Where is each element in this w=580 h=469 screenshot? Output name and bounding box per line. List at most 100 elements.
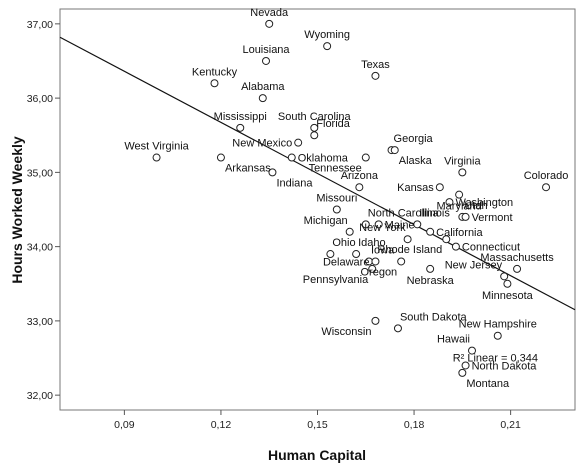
data-point — [326, 250, 335, 259]
point-label: Arizona — [341, 170, 379, 182]
data-point — [513, 264, 522, 273]
point-label: Michigan — [304, 215, 348, 227]
point-label: Pennsylvania — [303, 274, 369, 286]
point-label: Wisconsin — [321, 326, 371, 338]
point-label: Georgia — [394, 133, 434, 145]
y-tick-label: 33,00 — [27, 316, 53, 328]
point-label: New York — [359, 222, 406, 234]
data-point — [461, 361, 470, 370]
point-label: Tennessee — [309, 163, 362, 175]
r-squared-label: R² Linear = 0,344 — [453, 353, 538, 365]
point-label: South Carolina — [278, 111, 352, 123]
plot-area — [59, 8, 576, 411]
data-point — [345, 227, 354, 236]
data-point — [468, 346, 476, 355]
point-label: Iowa — [371, 244, 395, 256]
data-point — [493, 331, 502, 340]
regression-line — [59, 36, 576, 311]
point-label: Alabama — [241, 81, 285, 93]
x-tick-label: 0,18 — [404, 419, 425, 431]
data-point — [445, 198, 454, 207]
point-label: Alaska — [399, 155, 433, 167]
point-label: California — [436, 227, 483, 239]
y-axis-ticks: 32,00 33,00 34,00 35,00 36,00 37,00 — [27, 19, 60, 402]
point-label: Virginia — [444, 155, 481, 167]
point-label: New Mexico — [232, 138, 292, 150]
point-label: West Virginia — [124, 141, 189, 153]
point-label: New Hampshire — [459, 319, 537, 331]
data-point — [393, 324, 402, 333]
point-label: Mississippi — [214, 111, 267, 123]
data-point — [152, 153, 161, 162]
data-point — [361, 153, 370, 162]
data-point — [310, 131, 319, 140]
point-label: Oregon — [360, 266, 397, 278]
data-point — [361, 220, 370, 229]
data-point — [500, 272, 509, 281]
point-label: Illinois — [419, 207, 450, 219]
data-point — [258, 94, 267, 103]
data-point — [371, 71, 380, 80]
point-label: Louisiana — [242, 44, 290, 56]
point-label: Indiana — [276, 177, 313, 189]
y-tick-label: 37,00 — [27, 19, 53, 31]
y-axis-title: Hours Worked Weekly — [9, 136, 25, 284]
y-tick-label: 36,00 — [27, 93, 53, 105]
point-label: New Jersey — [445, 259, 503, 271]
data-point — [210, 79, 219, 88]
point-label: Ohio — [332, 237, 355, 249]
data-point — [323, 42, 332, 51]
data-point — [236, 123, 245, 132]
data-point — [371, 316, 380, 325]
point-label: Rhode Island — [377, 244, 442, 256]
point-label: Oklahoma — [298, 153, 349, 165]
data-point — [262, 56, 270, 65]
data-point — [355, 183, 364, 192]
x-tick-label: 0,12 — [211, 419, 232, 431]
data-point — [265, 19, 274, 28]
data-point — [371, 257, 380, 266]
point-label: Kansas — [397, 182, 434, 194]
point-label: North Dakota — [472, 360, 538, 372]
point-label: Maryland — [437, 201, 482, 213]
data-point — [435, 183, 444, 192]
data-point — [413, 220, 422, 229]
data-point — [268, 168, 277, 177]
point-label: Vermont — [472, 212, 513, 224]
x-axis-title: Human Capital — [268, 447, 366, 463]
point-label: Idaho — [358, 237, 386, 249]
point-label: Delaware — [323, 256, 369, 268]
data-point — [332, 205, 341, 214]
y-tick-label: 35,00 — [27, 167, 53, 179]
point-label: Minnesota — [482, 290, 534, 302]
point-label: Wyoming — [304, 29, 350, 41]
data-point — [542, 183, 551, 192]
point-label: Texas — [361, 59, 390, 71]
data-point — [216, 153, 225, 162]
point-label: Massachusetts — [480, 252, 554, 264]
data-point — [374, 220, 383, 229]
data-point — [442, 235, 451, 244]
data-points — [152, 19, 551, 377]
point-label: North Carolina — [368, 207, 440, 219]
point-labels: Nevada Wyoming Louisiana Texas KentuckyAlaba… — [124, 7, 568, 390]
point-label: Maine — [385, 219, 415, 231]
point-label: Nevada — [250, 7, 289, 19]
point-label: Connecticut — [462, 242, 520, 254]
data-point — [294, 138, 303, 147]
data-point — [458, 368, 467, 377]
point-label: South Dakota — [400, 311, 468, 323]
x-tick-label: 0,15 — [307, 419, 328, 431]
point-label: Nebraska — [407, 275, 455, 287]
data-point — [458, 168, 467, 177]
x-tick-label: 0,09 — [114, 419, 135, 431]
point-label: Kentucky — [192, 66, 238, 78]
data-point — [455, 190, 464, 199]
data-point — [426, 227, 435, 236]
point-label: Utah — [464, 200, 487, 212]
data-point — [461, 212, 470, 221]
data-point — [287, 153, 296, 162]
point-label: Washington — [455, 197, 513, 209]
data-point — [352, 250, 361, 259]
